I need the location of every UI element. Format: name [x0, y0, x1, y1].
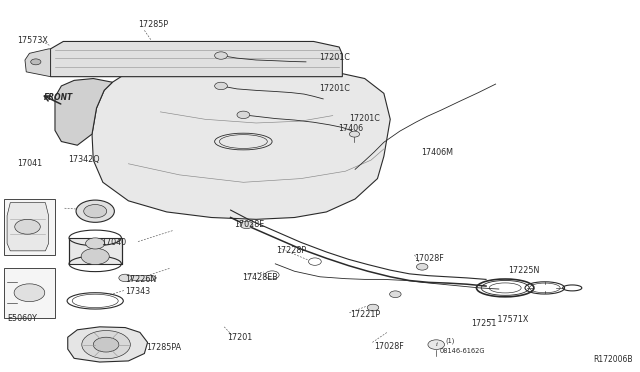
Text: 17428EB: 17428EB	[242, 273, 278, 282]
Text: 17342Q: 17342Q	[68, 155, 99, 164]
Circle shape	[15, 219, 40, 234]
Text: 17228P: 17228P	[276, 246, 307, 255]
Text: 17040: 17040	[102, 238, 127, 247]
Circle shape	[31, 59, 41, 65]
Text: 17285PA: 17285PA	[147, 343, 181, 352]
Text: 17406M: 17406M	[421, 148, 453, 157]
Text: 17041: 17041	[17, 158, 42, 167]
Text: 08146-6162G: 08146-6162G	[440, 348, 486, 354]
Text: 17201: 17201	[227, 333, 253, 342]
Text: 17406: 17406	[338, 124, 363, 133]
Text: R172006B: R172006B	[593, 355, 633, 364]
Text: E5060Y: E5060Y	[7, 314, 37, 323]
Circle shape	[76, 200, 115, 222]
Polygon shape	[51, 41, 342, 77]
Polygon shape	[55, 78, 113, 145]
Circle shape	[81, 248, 109, 264]
Polygon shape	[69, 238, 122, 264]
Text: 17285P: 17285P	[138, 20, 168, 29]
Text: 17343: 17343	[125, 287, 150, 296]
Circle shape	[367, 304, 379, 311]
FancyBboxPatch shape	[4, 267, 55, 318]
Circle shape	[265, 271, 279, 279]
Circle shape	[417, 263, 428, 270]
Circle shape	[237, 111, 250, 119]
FancyBboxPatch shape	[4, 199, 55, 254]
Polygon shape	[68, 327, 148, 362]
Polygon shape	[132, 275, 157, 280]
Text: FRONT: FRONT	[44, 93, 74, 102]
Polygon shape	[92, 60, 390, 219]
Text: 17221P: 17221P	[351, 311, 381, 320]
Circle shape	[390, 291, 401, 298]
Text: 17573X: 17573X	[17, 36, 47, 45]
Circle shape	[93, 337, 119, 352]
Circle shape	[428, 340, 445, 349]
Circle shape	[308, 258, 321, 265]
Text: — 17571X: — 17571X	[487, 315, 529, 324]
Circle shape	[240, 221, 253, 229]
Text: 17028F: 17028F	[374, 341, 404, 350]
Circle shape	[214, 52, 227, 59]
Text: 17201C: 17201C	[349, 114, 380, 123]
Text: 17251: 17251	[470, 320, 496, 328]
Circle shape	[349, 131, 360, 137]
Text: 17225N: 17225N	[508, 266, 540, 275]
Circle shape	[119, 274, 132, 282]
Text: i: i	[435, 342, 437, 347]
Circle shape	[14, 284, 45, 302]
Text: 17201C: 17201C	[319, 52, 349, 61]
Circle shape	[86, 238, 105, 249]
Circle shape	[82, 331, 131, 359]
Polygon shape	[25, 49, 51, 77]
Text: 17028E: 17028E	[234, 221, 264, 230]
Text: 17028F: 17028F	[415, 254, 444, 263]
Circle shape	[214, 82, 227, 90]
Text: 17226N: 17226N	[125, 275, 156, 284]
Polygon shape	[7, 203, 49, 251]
Circle shape	[84, 205, 107, 218]
Text: 17201C: 17201C	[319, 84, 349, 93]
Text: (1): (1)	[445, 338, 454, 344]
